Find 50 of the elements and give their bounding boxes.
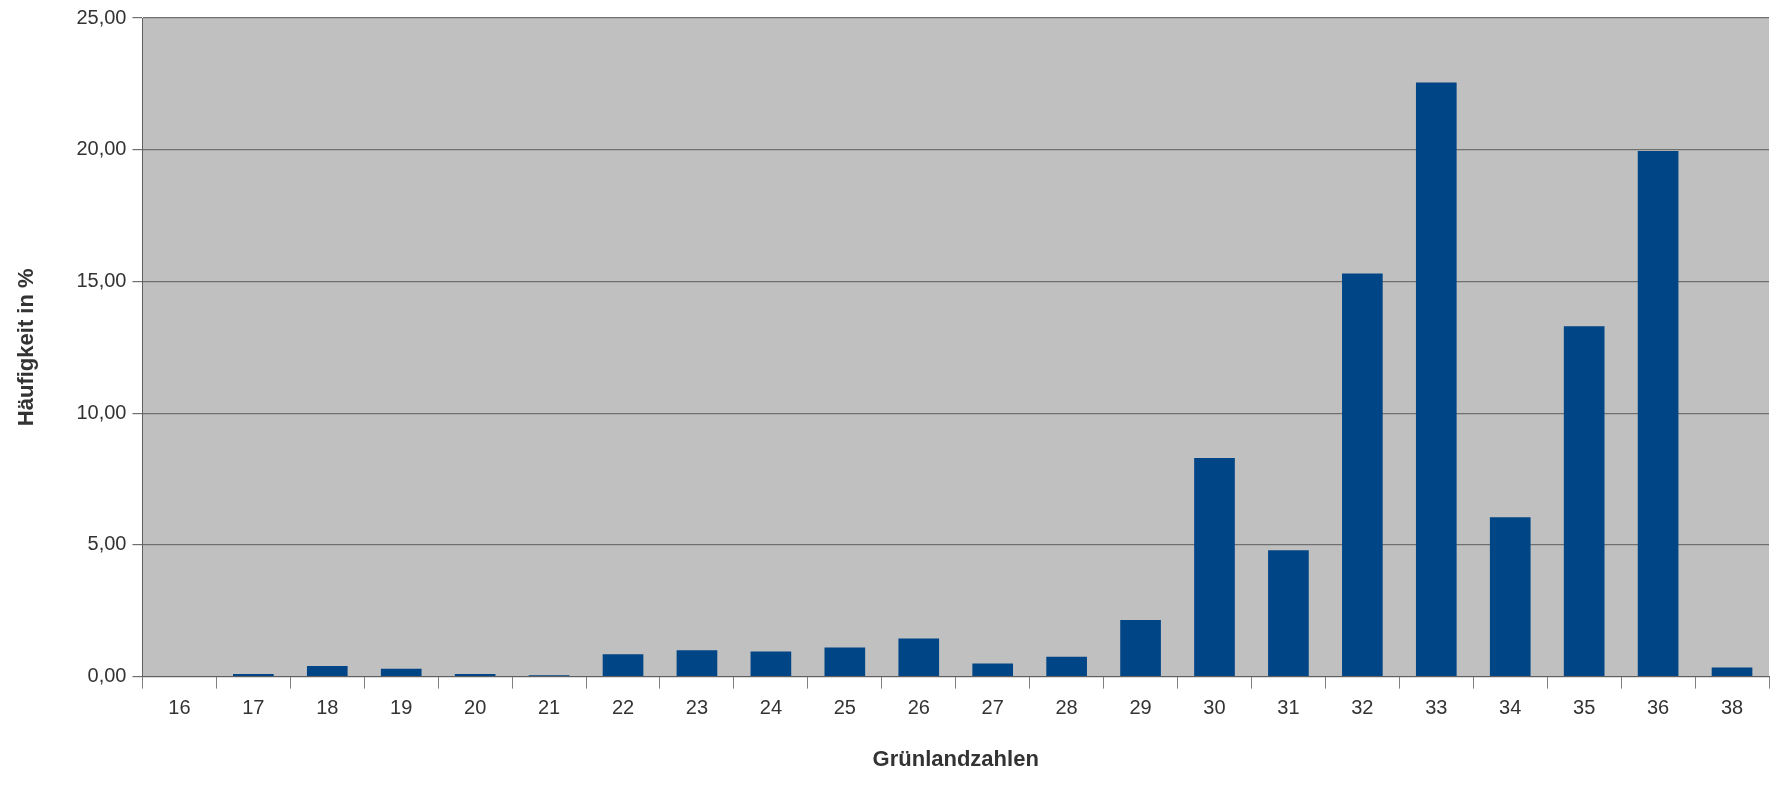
y-tick-label: 25,00 <box>76 5 127 28</box>
x-tick-label: 25 <box>833 696 856 719</box>
y-tick-label: 5,00 <box>87 532 127 555</box>
bar <box>898 638 940 676</box>
y-tick-label: 10,00 <box>76 400 127 423</box>
x-tick-label: 36 <box>1646 696 1670 719</box>
x-tick-label: 27 <box>981 696 1004 719</box>
bar <box>1563 326 1605 676</box>
bar <box>380 668 422 676</box>
bar <box>1415 82 1457 676</box>
bar <box>306 666 348 676</box>
bar <box>676 650 718 676</box>
bar <box>972 663 1014 676</box>
bar <box>233 673 274 676</box>
x-tick-label: 38 <box>1720 696 1744 719</box>
bar <box>750 651 792 676</box>
y-tick-label: 0,00 <box>87 664 127 687</box>
x-tick-label: 29 <box>1129 696 1152 719</box>
x-tick-label: 21 <box>537 696 561 719</box>
bar <box>602 654 644 676</box>
x-tick-label: 26 <box>907 696 930 719</box>
bar <box>1268 550 1309 676</box>
y-tick-label: 20,00 <box>76 137 127 160</box>
bar <box>454 673 496 676</box>
x-tick-label: 32 <box>1351 696 1374 719</box>
x-tick-label: 20 <box>464 696 487 719</box>
y-axis-title: Häufigkeit in % <box>13 268 39 427</box>
bar <box>1637 151 1679 676</box>
x-tick-label: 30 <box>1203 696 1226 719</box>
bar <box>1711 667 1753 676</box>
x-tick-label: 16 <box>168 696 191 719</box>
x-tick-label: 18 <box>316 696 339 719</box>
x-tick-label: 23 <box>685 696 709 719</box>
x-tick-label: 19 <box>390 696 413 719</box>
bar <box>824 647 866 676</box>
x-tick-label: 34 <box>1499 696 1522 719</box>
x-tick-label: 31 <box>1277 696 1300 719</box>
bar <box>1120 619 1161 676</box>
y-tick-label: 15,00 <box>76 268 127 291</box>
bar <box>1342 273 1383 676</box>
bar <box>1489 517 1531 676</box>
bar <box>1194 457 1235 676</box>
x-tick-label: 33 <box>1425 696 1448 719</box>
x-tick-label: 24 <box>759 696 783 719</box>
x-axis-title: Grünlandzahlen <box>872 745 1039 771</box>
x-tick-label: 17 <box>242 696 265 719</box>
x-tick-label: 35 <box>1573 696 1596 719</box>
x-tick-label: 22 <box>611 696 635 719</box>
x-tick-label: 28 <box>1055 696 1078 719</box>
bar <box>1046 656 1087 676</box>
